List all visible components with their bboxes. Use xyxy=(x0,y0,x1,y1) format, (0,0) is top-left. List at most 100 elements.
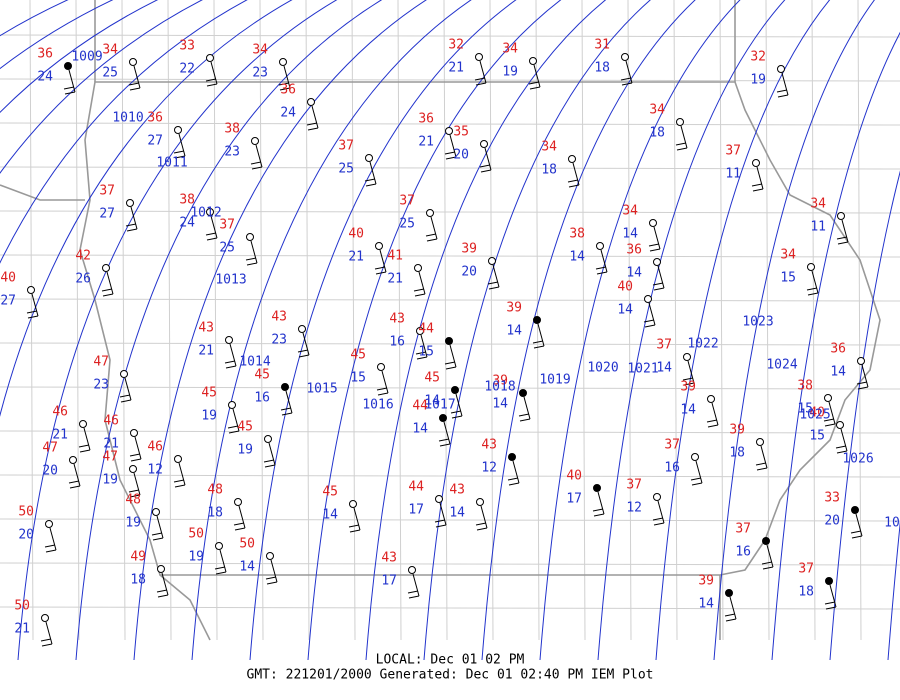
station-circle xyxy=(756,438,764,446)
dewpoint: 21 xyxy=(52,428,68,443)
wind-barb xyxy=(375,271,387,275)
wind-barb xyxy=(129,87,141,91)
temperature: 39 xyxy=(492,374,508,389)
temperature: 33 xyxy=(824,491,840,506)
isobar-line xyxy=(191,0,472,661)
isobar-label: 1017 xyxy=(424,398,455,413)
temperature: 50 xyxy=(239,537,255,552)
wind-barb xyxy=(653,522,665,526)
temperature: 32 xyxy=(750,50,766,65)
wind-staff xyxy=(156,515,164,539)
temperature: 44 xyxy=(412,399,428,414)
wind-barb xyxy=(519,418,531,422)
temperature: 46 xyxy=(52,405,68,420)
temperature: 45 xyxy=(322,485,338,500)
wind-barb xyxy=(529,86,541,90)
wind-barb xyxy=(567,179,579,183)
wind-staff xyxy=(756,166,764,190)
station-circle xyxy=(596,242,604,250)
station-circle xyxy=(375,242,383,250)
wind-staff xyxy=(270,559,278,583)
wind-barb xyxy=(508,482,520,486)
temperature: 40 xyxy=(0,271,16,286)
wind-staff xyxy=(480,505,488,529)
dewpoint: 18 xyxy=(541,163,557,178)
temperature: 34 xyxy=(102,43,118,58)
wind-barb xyxy=(376,387,388,391)
temperature: 38 xyxy=(569,227,585,242)
dewpoint: 14 xyxy=(830,365,846,380)
wind-barb xyxy=(41,643,53,647)
wind-barb xyxy=(44,544,56,548)
wind-barb xyxy=(120,399,132,403)
county-line xyxy=(0,122,900,126)
dewpoint: 24 xyxy=(37,70,53,85)
isobar-label: 1019 xyxy=(539,373,570,388)
wind-barb xyxy=(643,319,655,323)
temperature: 39 xyxy=(680,380,696,395)
station-circle xyxy=(851,506,859,514)
station-circle xyxy=(120,370,128,378)
temperature: 43 xyxy=(198,321,214,336)
temperature: 39 xyxy=(698,574,714,589)
station-circle xyxy=(266,552,274,560)
dewpoint: 14 xyxy=(569,250,585,265)
temperature: 34 xyxy=(649,103,665,118)
county-line xyxy=(305,0,310,641)
wind-barb xyxy=(128,82,140,86)
wind-staff xyxy=(285,390,293,414)
isobar-label: 1026 xyxy=(842,452,873,467)
dewpoint: 14 xyxy=(626,266,642,281)
station-circle xyxy=(102,264,110,272)
wind-staff xyxy=(68,69,76,93)
station-circle xyxy=(439,414,447,422)
temperature: 40 xyxy=(566,469,582,484)
wind-staff xyxy=(210,61,218,85)
station-circle xyxy=(377,363,385,371)
wind-staff xyxy=(695,460,703,484)
dewpoint: 17 xyxy=(381,574,397,589)
wind-barb xyxy=(227,425,239,429)
station-circle xyxy=(228,401,236,409)
wind-staff xyxy=(766,544,774,568)
wind-staff xyxy=(533,64,541,88)
dewpoint: 14 xyxy=(622,227,638,242)
temperature: 43 xyxy=(481,438,497,453)
temperature: 45 xyxy=(350,348,366,363)
wind-barb xyxy=(63,86,75,90)
dewpoint: 27 xyxy=(99,207,115,222)
dewpoint: 21 xyxy=(448,61,464,76)
wind-barb xyxy=(413,288,425,292)
wind-staff xyxy=(418,271,426,295)
wind-barb xyxy=(507,477,519,481)
county-line xyxy=(0,386,900,390)
dewpoint: 14 xyxy=(449,506,465,521)
wind-staff xyxy=(134,436,142,460)
dewpoint: 15 xyxy=(418,345,434,360)
county-line xyxy=(397,0,402,641)
temperature: 33 xyxy=(179,39,195,54)
wind-barb xyxy=(568,184,580,188)
wind-staff xyxy=(430,216,438,240)
wind-barb xyxy=(755,462,767,466)
isobar-label: 1012 xyxy=(190,206,221,221)
dewpoint: 15 xyxy=(809,429,825,444)
wind-staff xyxy=(420,334,428,358)
wind-staff xyxy=(479,60,487,84)
temperature: 46 xyxy=(103,414,119,429)
wind-staff xyxy=(711,402,719,426)
isobar-line xyxy=(133,0,428,661)
wind-barb xyxy=(157,594,169,598)
dewpoint: 27 xyxy=(147,134,163,149)
station-circle xyxy=(476,498,484,506)
border xyxy=(0,184,85,201)
wind-barb xyxy=(173,479,185,483)
county-line xyxy=(0,474,900,478)
isobar-line xyxy=(481,0,696,661)
wind-staff xyxy=(161,572,169,596)
station-circle xyxy=(27,286,35,294)
dewpoint: 18 xyxy=(798,585,814,600)
temperature: 37 xyxy=(338,139,354,154)
wind-barb xyxy=(533,345,545,349)
wind-staff xyxy=(600,249,608,273)
